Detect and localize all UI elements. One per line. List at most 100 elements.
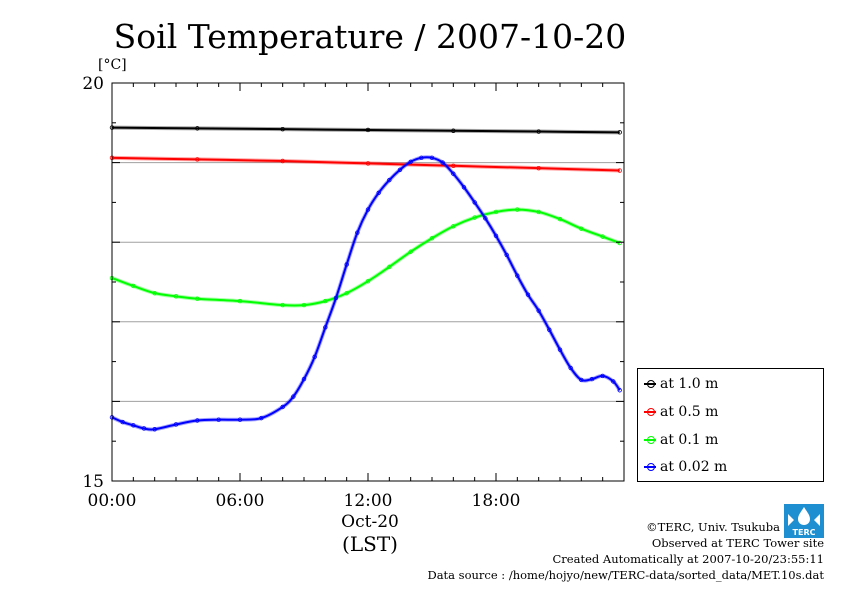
data-point <box>617 240 622 246</box>
data-point <box>504 252 509 258</box>
data-point <box>408 159 413 165</box>
data-point <box>259 415 264 421</box>
data-point <box>440 160 445 165</box>
data-point <box>600 234 605 239</box>
series-line <box>111 156 620 172</box>
data-point <box>472 215 477 220</box>
data-point <box>237 417 243 422</box>
data-point <box>365 207 371 212</box>
x-axis-date: Oct-20 <box>341 512 399 532</box>
y-tick-label: 15 <box>82 472 104 492</box>
legend-item: at 0.1 m <box>644 428 718 452</box>
legend-swatch-01m <box>644 436 656 444</box>
data-point <box>557 216 563 222</box>
x-tick-label: 00:00 <box>88 491 137 511</box>
data-point <box>617 388 622 393</box>
legend-label: at 0.5 m <box>660 404 719 420</box>
data-point <box>280 126 285 132</box>
data-point <box>323 298 328 304</box>
data-point <box>131 423 136 428</box>
x-axis-ticks: 00:00 06:00 12:00 18:00 <box>88 83 625 511</box>
data-point <box>344 262 349 267</box>
data-point <box>617 130 622 135</box>
data-point <box>301 302 307 308</box>
observed-text: Observed at TERC Tower site <box>651 536 824 550</box>
data-point <box>536 129 541 134</box>
terc-logo-icon: TERC <box>784 504 824 538</box>
data-point <box>237 298 243 304</box>
legend: at 1.0 m at 0.5 m at 0.1 m at 0.02 m <box>637 368 824 482</box>
data-point <box>195 126 200 131</box>
data-point <box>365 127 371 133</box>
legend-label: at 1.0 m <box>660 376 719 392</box>
data-point <box>141 426 147 431</box>
data-point <box>387 177 392 183</box>
data-point <box>557 347 563 352</box>
data-point <box>333 295 339 301</box>
data-point <box>408 249 413 254</box>
credits: ©TERC, Univ. Tsukuba Observed at TERC To… <box>427 519 824 583</box>
legend-label: at 0.02 m <box>660 459 728 475</box>
data-point <box>536 209 541 215</box>
data-point <box>525 292 531 297</box>
legend-swatch-1m <box>644 380 656 388</box>
y-axis-unit: [°C] <box>98 57 127 73</box>
data-point <box>451 224 456 229</box>
plot-area <box>109 125 622 432</box>
series-line <box>111 208 621 307</box>
x-tick-label: 18:00 <box>472 491 521 511</box>
data-point <box>451 171 456 176</box>
data-point <box>195 157 200 162</box>
chart-title: Soil Temperature / 2007-10-20 <box>114 17 627 56</box>
data-point <box>472 200 477 205</box>
data-point <box>536 165 541 171</box>
data-point <box>280 158 285 164</box>
legend-swatch-002m <box>644 463 656 471</box>
data-point <box>312 354 317 360</box>
data-point <box>568 365 573 371</box>
data-point <box>611 379 616 384</box>
series-line <box>111 126 620 134</box>
copyright-text: ©TERC, Univ. Tsukuba <box>646 520 780 534</box>
data-point <box>301 376 307 382</box>
source-text: Data source : /home/hojyo/new/TERC-data/… <box>427 568 824 582</box>
x-tick-label: 12:00 <box>344 491 393 511</box>
data-point <box>365 279 371 284</box>
legend-swatch-05m <box>644 408 656 416</box>
created-text: Created Automatically at 2007-10-20/23:5… <box>552 552 825 566</box>
data-point <box>323 325 328 330</box>
data-point <box>600 373 605 379</box>
data-point <box>547 327 552 332</box>
data-point <box>515 207 520 212</box>
data-point <box>355 230 360 235</box>
data-point <box>173 422 179 427</box>
data-point <box>195 418 200 423</box>
data-point <box>387 264 392 270</box>
legend-item: at 0.5 m <box>644 400 718 424</box>
data-point <box>429 236 435 241</box>
data-point <box>461 185 467 190</box>
data-point <box>515 273 520 278</box>
data-point <box>365 161 371 166</box>
data-point <box>493 233 499 239</box>
data-point <box>617 168 622 173</box>
legend-item: at 0.02 m <box>644 455 727 479</box>
data-point <box>493 209 499 215</box>
series-line <box>111 156 621 431</box>
data-point <box>216 417 221 422</box>
logo-text: TERC <box>793 528 816 537</box>
data-point <box>376 190 381 196</box>
data-point <box>579 377 584 383</box>
data-point <box>589 376 595 382</box>
data-point <box>536 308 541 313</box>
data-point <box>173 294 179 299</box>
data-point <box>152 427 157 432</box>
data-point <box>429 155 435 161</box>
legend-label: at 0.1 m <box>660 432 719 448</box>
data-point <box>280 404 285 410</box>
data-point <box>152 290 157 296</box>
data-point <box>120 419 125 425</box>
data-point <box>344 290 349 296</box>
